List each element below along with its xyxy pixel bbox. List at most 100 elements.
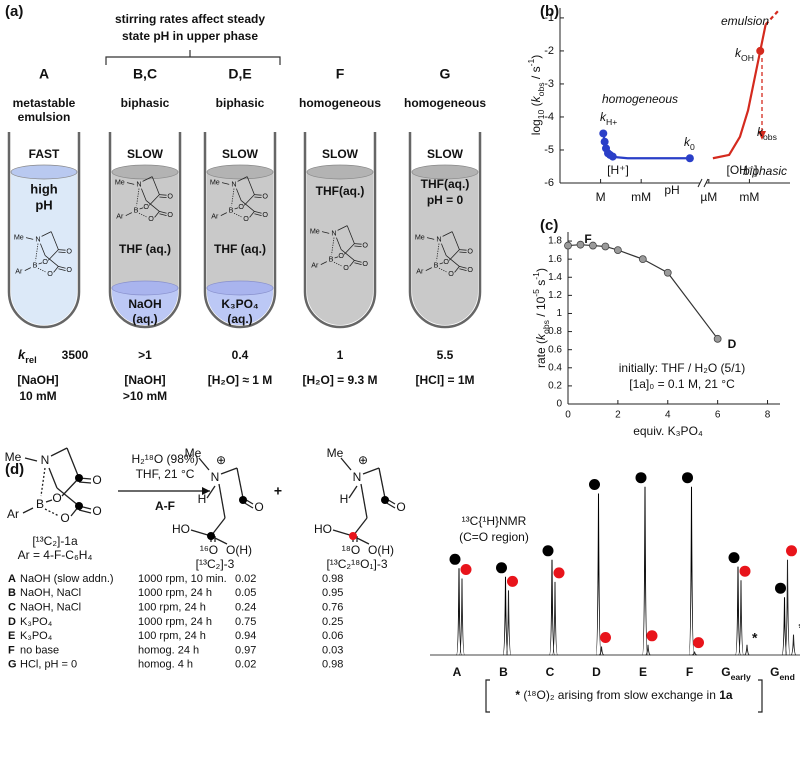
peak-dot	[507, 575, 518, 587]
point	[713, 334, 722, 343]
point	[576, 240, 585, 249]
atom-label: Me	[5, 450, 22, 464]
atom-label: O	[66, 246, 72, 255]
peak-dot	[693, 637, 704, 649]
point	[600, 137, 609, 146]
condition: [H₂O] ≈ 1 M	[208, 373, 273, 387]
phase-label: pH = 0	[427, 193, 464, 207]
state-label: metastable	[13, 96, 76, 110]
bond	[459, 268, 467, 271]
atom-label: Me	[310, 227, 320, 236]
atom-label: O(H)	[226, 543, 252, 557]
peak	[642, 486, 648, 656]
atom-label: ¹⁸O	[342, 543, 360, 557]
rate-label: SLOW	[222, 147, 259, 161]
condition: [HCl] = 1M	[415, 373, 474, 387]
bond	[47, 249, 59, 261]
footnote-part: *	[515, 688, 520, 702]
rate-label: SLOW	[322, 147, 359, 161]
phase-label: (aq.)	[227, 312, 252, 326]
bond	[354, 260, 362, 263]
atom-label: O	[467, 265, 473, 274]
table-cell: 100 rpm, 24 h	[138, 630, 206, 642]
bond	[136, 188, 140, 206]
state-label: biphasic	[216, 96, 265, 110]
table-cell: 1000 rpm, 24 h	[138, 587, 212, 599]
atom-label: O	[92, 473, 101, 487]
atom-label: Me	[327, 446, 344, 460]
atom-label: Ar	[311, 261, 319, 270]
bond	[50, 447, 68, 457]
point	[756, 46, 765, 55]
x-tick-label: M	[596, 190, 606, 204]
y-axis-label-part: 10	[536, 109, 546, 119]
bond	[138, 212, 148, 218]
atom-label: O	[362, 240, 368, 249]
curve	[764, 10, 779, 26]
bond	[159, 211, 167, 214]
annotation: [1a]₀ = 0.1 M, 21 °C	[629, 377, 735, 391]
entries: A-F	[155, 499, 175, 513]
atom-label: Me	[115, 178, 125, 187]
x-tick-label: 8	[765, 410, 771, 421]
phase-label: (aq.)	[132, 312, 157, 326]
bond	[221, 182, 230, 185]
footnote-bracket	[485, 679, 763, 713]
annotation-part: OH	[741, 53, 754, 63]
atom-label: O	[238, 202, 244, 211]
annotation: kOH	[735, 46, 754, 63]
liquid-surface	[411, 164, 479, 180]
table-cell: 1000 rpm, 24 h	[138, 616, 212, 628]
annotation-part: k	[684, 135, 691, 149]
table-cell: E	[8, 630, 15, 642]
bond	[343, 243, 355, 255]
x-tick-label: 6	[715, 410, 721, 421]
x-tick-label: 4	[665, 410, 671, 421]
table-cell: 0.24	[235, 602, 256, 614]
y-tick-label: 1	[556, 308, 562, 319]
lower-phase	[112, 288, 178, 325]
category-label-part: G	[721, 665, 730, 679]
bond	[445, 255, 460, 267]
k-rel-value: >1	[138, 348, 152, 362]
panel-label: (c)	[540, 217, 558, 234]
footnote: * (¹⁸O)₂ arising from slow exchange in 1…	[515, 688, 732, 702]
table-cell: HCl, pH = 0	[20, 659, 77, 671]
label-dot	[207, 532, 215, 540]
bond	[151, 176, 160, 195]
atom-label: O	[343, 263, 349, 272]
bond	[378, 467, 386, 499]
bond	[336, 237, 342, 250]
y-axis-label-part: )	[529, 55, 543, 59]
y-axis-label-part: -1	[526, 59, 536, 67]
bond	[320, 261, 327, 265]
y-tick-label: 0.6	[548, 344, 562, 355]
x-tick-label: mM	[739, 190, 759, 204]
phase-label: high	[30, 181, 57, 196]
bond	[139, 207, 144, 210]
y-tick-label: -3	[544, 78, 554, 90]
bond	[233, 212, 243, 218]
bond	[58, 249, 66, 251]
y-axis-label-part: k	[529, 95, 543, 102]
atom-label: O	[362, 259, 368, 268]
atom-label: Ar	[116, 212, 124, 221]
state-label: biphasic	[121, 96, 170, 110]
category-label: Gend	[770, 665, 795, 682]
label-dot	[239, 496, 247, 504]
atom-label: ⊕	[358, 453, 368, 467]
bond	[53, 266, 59, 273]
category-label-part: C	[546, 665, 555, 679]
bond	[220, 212, 227, 216]
y-tick-label: -6	[544, 177, 554, 189]
k-rel-label: krel	[18, 347, 37, 365]
table-cell: F	[8, 644, 15, 656]
bond	[148, 194, 160, 206]
bond	[56, 487, 80, 507]
bond	[236, 467, 244, 499]
peak	[790, 634, 797, 656]
bond	[159, 194, 167, 196]
y-tick-label: 0.8	[548, 326, 562, 337]
table-cell: NaOH (slow addn.)	[20, 573, 114, 585]
